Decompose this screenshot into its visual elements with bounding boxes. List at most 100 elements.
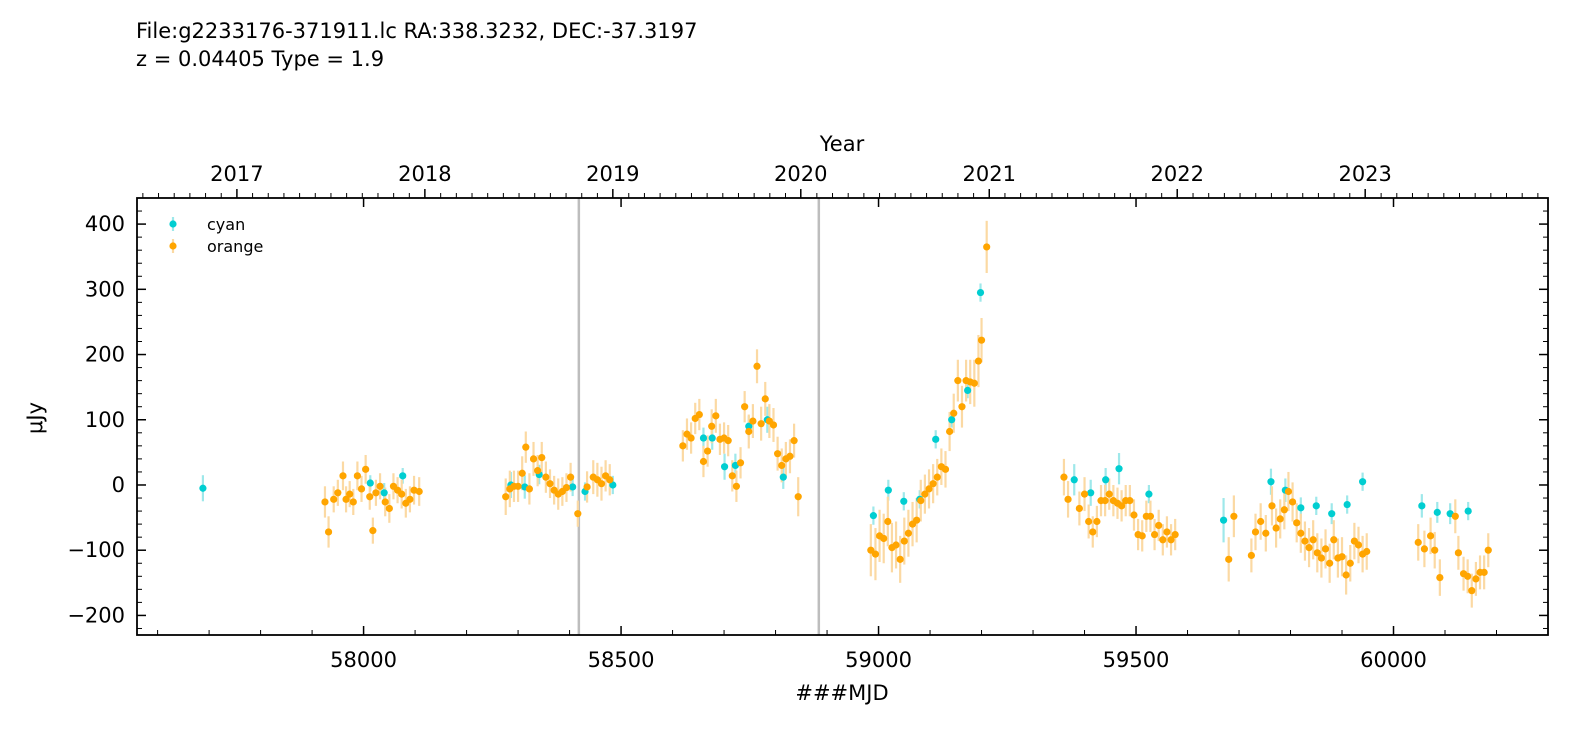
orange-point — [1105, 490, 1113, 498]
cyan-point — [1145, 490, 1153, 498]
orange-point — [1257, 517, 1265, 526]
orange-point — [769, 421, 778, 429]
orange-point — [1363, 547, 1371, 556]
orange-point — [1414, 538, 1422, 546]
y-tick-label: 300 — [85, 277, 125, 301]
cyan-point — [609, 481, 617, 489]
orange-point — [741, 403, 749, 411]
orange-point — [381, 498, 389, 506]
orange-point — [1280, 506, 1288, 514]
orange-point — [1313, 549, 1321, 557]
cyan-point — [1433, 508, 1441, 516]
orange-point — [562, 483, 571, 492]
orange-point — [950, 409, 958, 417]
axis-ticks — [137, 189, 1549, 635]
orange-point — [679, 442, 687, 450]
orange-point — [892, 541, 900, 549]
orange-point — [1251, 528, 1260, 536]
orange-point — [385, 504, 393, 513]
orange-point — [597, 480, 606, 488]
orange-point — [518, 469, 526, 477]
orange-point — [977, 336, 986, 344]
cyan-point — [1328, 510, 1336, 518]
orange-point — [1468, 587, 1476, 595]
orange-point — [1436, 574, 1444, 582]
legend-marker-cyan — [169, 220, 177, 228]
orange-point — [1093, 517, 1101, 526]
orange-point — [1454, 549, 1462, 557]
orange-point — [983, 243, 991, 251]
y-tick-label: 400 — [85, 212, 125, 236]
orange-point — [1342, 571, 1350, 579]
cyan-point — [1115, 465, 1123, 473]
orange-point — [703, 447, 712, 455]
cyan-point — [932, 435, 940, 443]
cyan-point — [964, 386, 972, 395]
y-tick-label: 200 — [85, 343, 125, 367]
legend-label-cyan: cyan — [207, 215, 245, 234]
orange-point — [349, 498, 357, 506]
orange-point — [1338, 553, 1346, 561]
orange-point — [1159, 536, 1167, 544]
orange-point — [749, 417, 757, 425]
orange-point — [1247, 551, 1255, 560]
orange-point — [778, 461, 786, 470]
orange-point — [1451, 512, 1459, 520]
year-tick-label: 2017 — [210, 162, 263, 186]
orange-point — [366, 493, 374, 501]
orange-point — [324, 528, 333, 536]
orange-point — [538, 453, 546, 462]
year-tick-label: 2021 — [963, 162, 1016, 186]
cyan-point — [1267, 478, 1275, 486]
orange-point — [1330, 536, 1338, 544]
orange-point — [330, 495, 338, 503]
orange-point — [334, 489, 342, 497]
year-tick-label: 2022 — [1150, 162, 1203, 186]
orange-point — [1130, 511, 1138, 519]
orange-point — [687, 434, 695, 442]
orange-point — [728, 472, 736, 480]
orange-point — [958, 403, 966, 411]
orange-point — [970, 379, 978, 387]
orange-point — [546, 480, 554, 488]
year-tick-label: 2020 — [774, 162, 827, 186]
x-tick-label: 58500 — [588, 648, 655, 672]
orange-point — [1146, 512, 1155, 520]
year-tick-label: 2018 — [398, 162, 451, 186]
orange-point — [745, 427, 753, 436]
orange-point — [1297, 529, 1305, 537]
orange-point — [1301, 537, 1309, 545]
orange-point — [954, 377, 962, 385]
orange-point — [542, 473, 550, 481]
legend-marker-orange — [169, 242, 177, 250]
cyan-point — [1070, 476, 1078, 484]
x-tick-label: 59500 — [1103, 648, 1170, 672]
orange-point — [1085, 517, 1093, 526]
x-tick-label: 58000 — [330, 648, 397, 672]
x-axis-label: ###MJD — [795, 681, 888, 705]
orange-point — [415, 487, 423, 496]
tick-labels: 58000 58500 59000 59500 60000 2017 2018 2019 202… — [67, 162, 1427, 672]
orange-point — [880, 534, 888, 543]
cyan-point — [199, 484, 207, 492]
orange-point — [1155, 521, 1163, 530]
orange-point — [753, 362, 761, 370]
orange-point — [606, 476, 614, 484]
orange-point — [1163, 528, 1171, 536]
orange-point — [1171, 530, 1179, 539]
cyan-point — [399, 472, 407, 480]
cyan-point — [1464, 507, 1472, 515]
orange-point — [372, 489, 380, 497]
orange-point — [941, 465, 950, 473]
cyan-point — [708, 434, 716, 442]
orange-point — [1484, 546, 1492, 554]
orange-point — [917, 497, 925, 505]
orange-point — [1288, 498, 1297, 506]
orange-point — [1420, 545, 1429, 553]
orange-point — [514, 482, 522, 490]
orange-point — [1060, 473, 1068, 481]
year-tick-label: 2019 — [586, 162, 639, 186]
legend: cyan orange — [169, 215, 263, 256]
orange-point — [974, 357, 983, 365]
orange-point — [398, 490, 406, 498]
